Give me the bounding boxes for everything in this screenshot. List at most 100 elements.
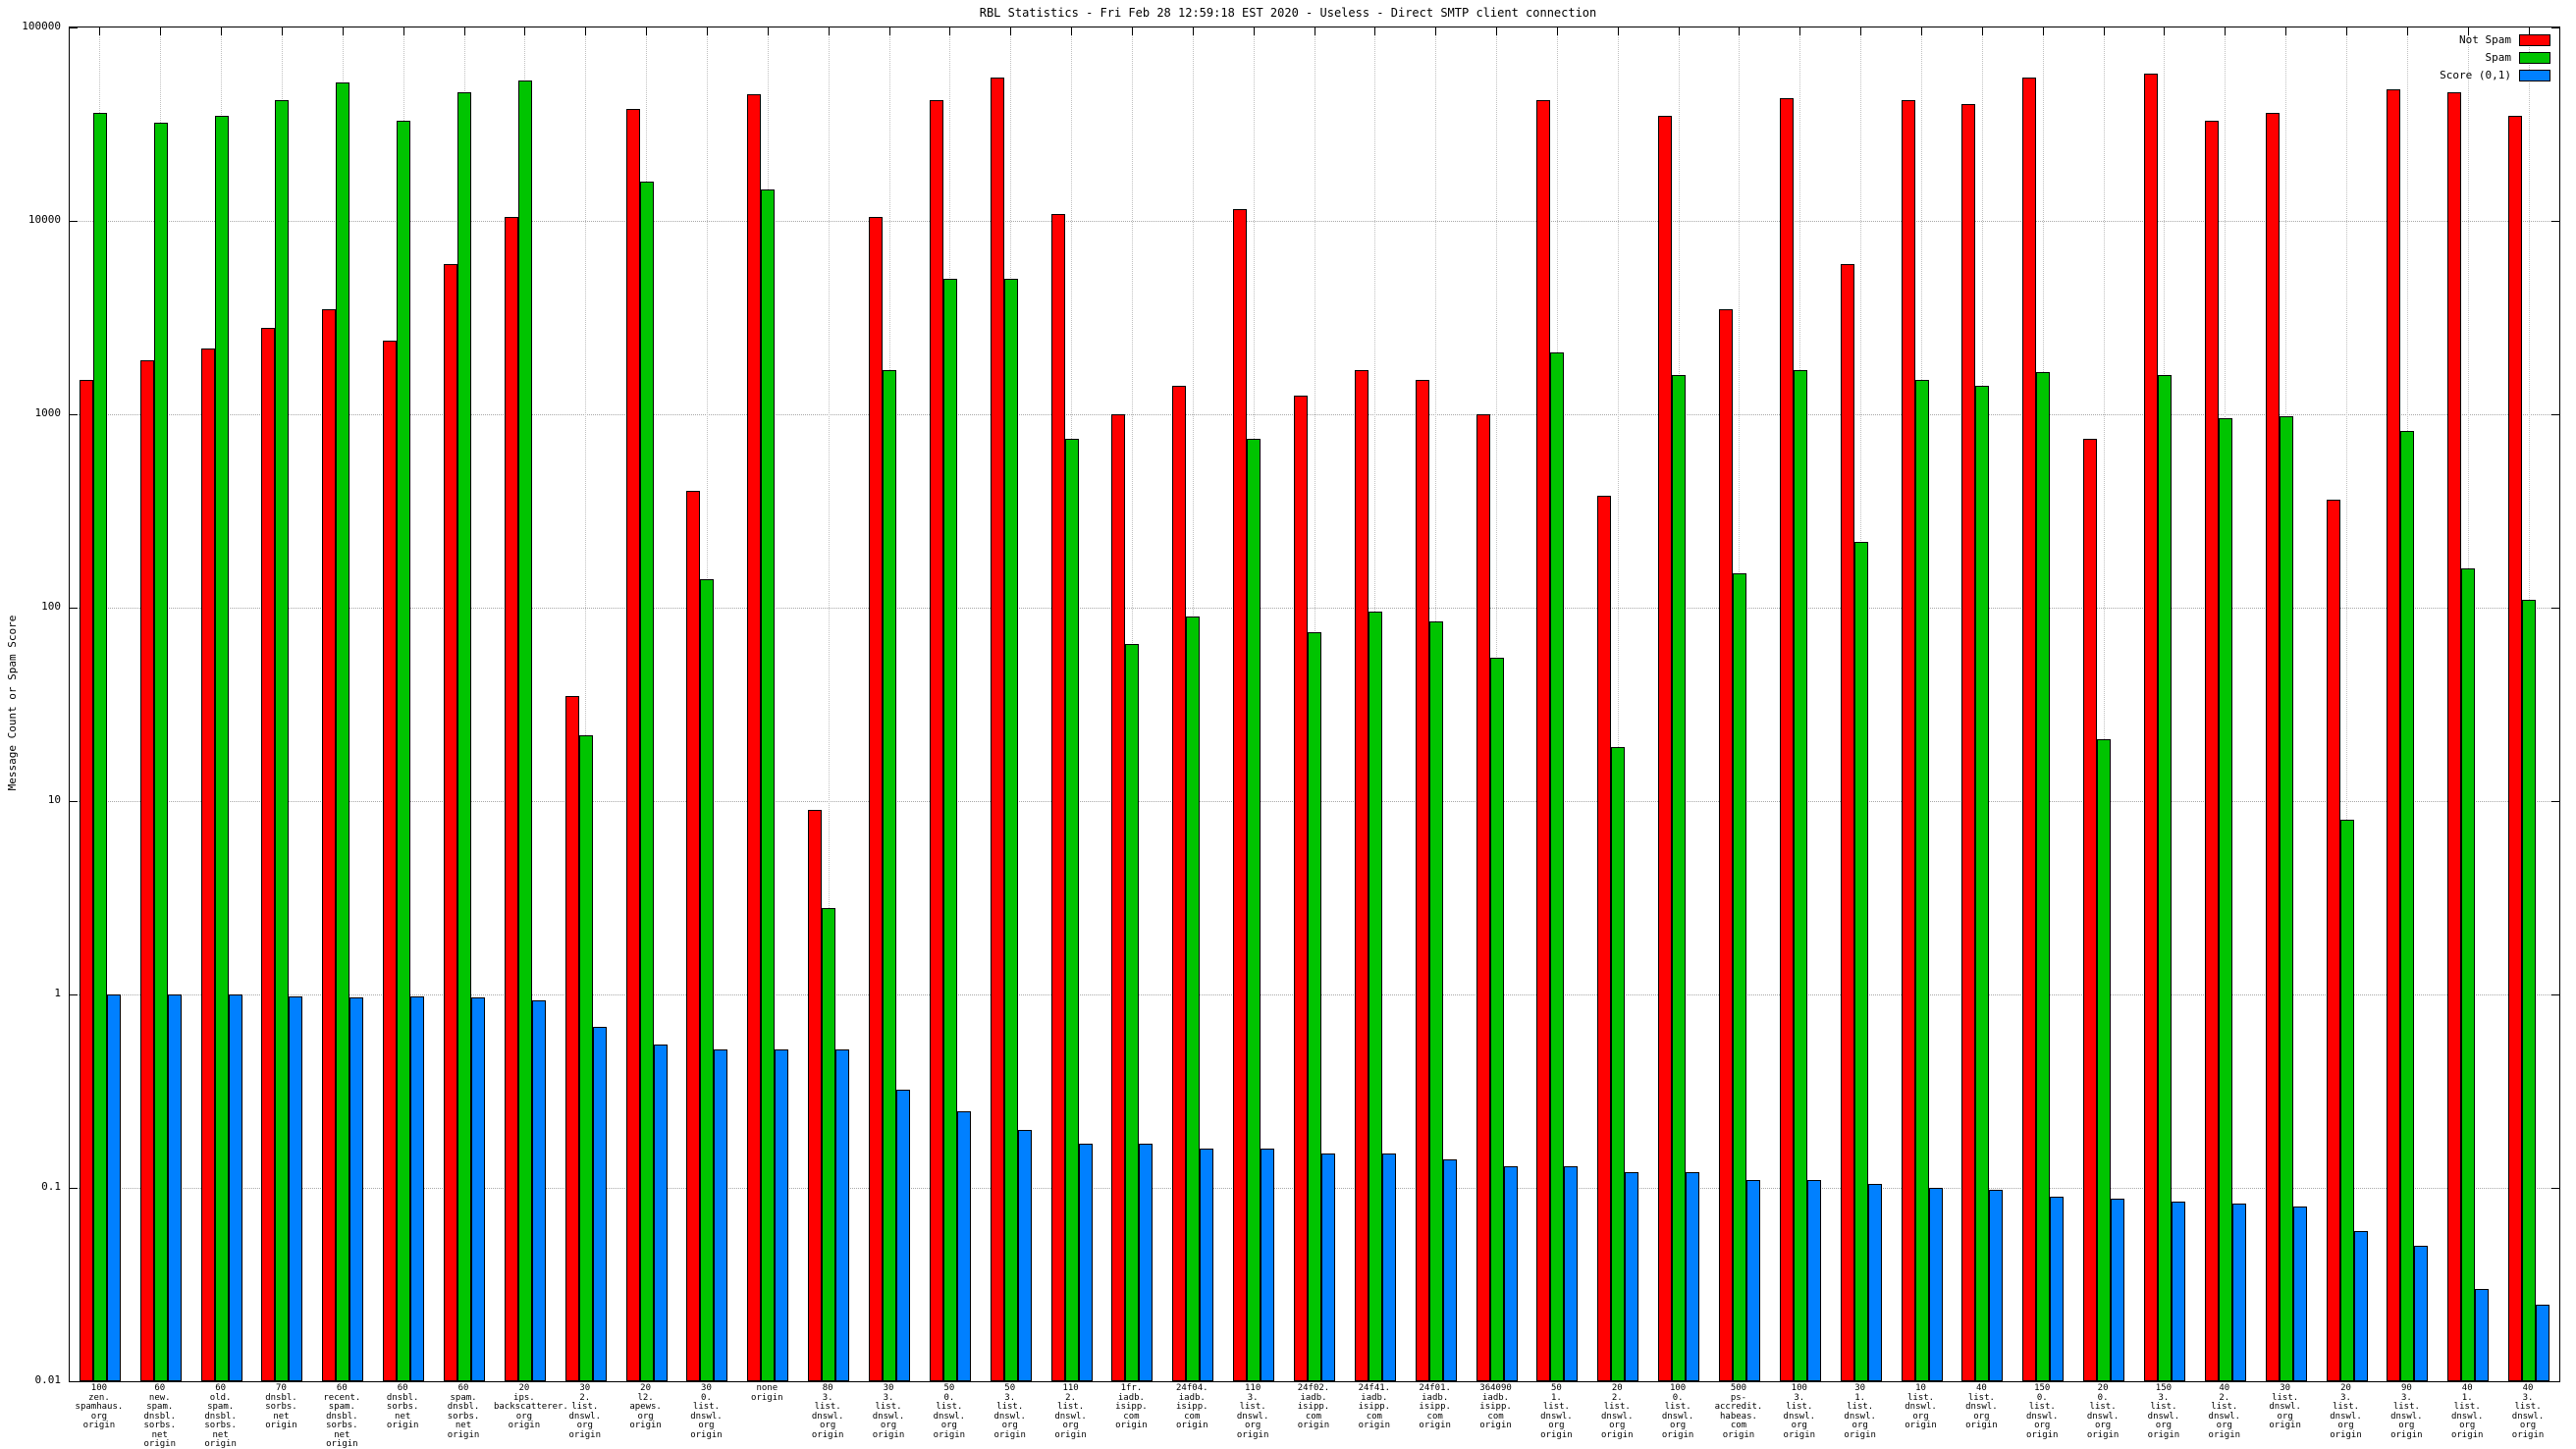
x-tick-mark xyxy=(524,27,526,35)
x-tick-mark xyxy=(1435,27,1437,35)
plot-area xyxy=(69,27,2560,1382)
x-tick-label: 20 l2. apews. org origin xyxy=(629,1383,662,1430)
bar-spam xyxy=(1308,632,1321,1381)
y-tick-mark xyxy=(2551,27,2559,28)
bar-spam xyxy=(2522,600,2536,1381)
legend-entry: Score (0,1) xyxy=(2440,69,2550,81)
bar-spam xyxy=(1004,279,1018,1381)
bar-score xyxy=(2172,1202,2185,1381)
bar-spam xyxy=(1186,617,1200,1381)
x-tick-label: 60 recent. spam. dnsbl. sorbs. net origi… xyxy=(323,1383,361,1449)
bar-not-spam xyxy=(686,491,700,1381)
x-tick-label: 20 2. list. dnswl. org origin xyxy=(1600,1383,1634,1440)
x-tick-label: 70 dnsbl. sorbs. net origin xyxy=(265,1383,297,1430)
x-tick-label: 20 ips. backscatterer. org origin xyxy=(493,1383,568,1430)
y-tick-mark xyxy=(70,413,78,415)
bar-not-spam xyxy=(322,309,336,1381)
bar-score xyxy=(2475,1289,2489,1381)
bar-not-spam xyxy=(2022,78,2036,1381)
bar-not-spam xyxy=(1355,370,1368,1381)
bar-spam xyxy=(2280,416,2293,1381)
bar-score xyxy=(349,997,363,1381)
legend-label-spam: Spam xyxy=(2485,51,2512,64)
x-tick-mark xyxy=(1617,27,1619,35)
bar-not-spam xyxy=(1961,104,1975,1381)
bar-score xyxy=(1625,1172,1638,1381)
bar-not-spam xyxy=(930,100,943,1381)
bar-not-spam xyxy=(2327,500,2340,1381)
y-tick-label: 100 xyxy=(41,600,61,613)
bar-score xyxy=(775,1049,788,1381)
y-tick-mark xyxy=(2551,220,2559,222)
bar-spam xyxy=(640,182,654,1381)
x-tick-label: 100 0. list. dnswl. org origin xyxy=(1661,1383,1694,1440)
bar-spam xyxy=(1672,375,1686,1381)
y-tick-mark xyxy=(70,1187,78,1189)
bar-score xyxy=(2536,1305,2549,1381)
bar-spam xyxy=(1611,747,1625,1381)
y-tick-label: 10 xyxy=(47,793,61,806)
bar-spam xyxy=(1490,658,1504,1381)
x-tick-label: 60 dnsbl. sorbs. net origin xyxy=(386,1383,419,1430)
bar-spam xyxy=(1854,542,1868,1381)
x-tick-mark xyxy=(1192,27,1194,35)
bar-score xyxy=(1807,1180,1821,1381)
bar-not-spam xyxy=(565,696,579,1381)
x-tick-label: 24f04. iadb. isipp. com origin xyxy=(1176,1383,1208,1430)
x-tick-mark xyxy=(1374,27,1376,35)
bar-score xyxy=(471,997,485,1381)
x-tick-label: 40 1. list. dnswl. org origin xyxy=(2450,1383,2484,1440)
bar-not-spam xyxy=(869,217,883,1381)
x-tick-mark xyxy=(767,27,769,35)
legend-swatch-not-spam xyxy=(2519,33,2550,46)
x-tick-mark xyxy=(949,27,951,35)
bar-score xyxy=(1504,1166,1518,1381)
x-tick-label: 80 3. list. dnswl. org origin xyxy=(811,1383,844,1440)
legend-label-score: Score (0,1) xyxy=(2440,69,2511,81)
bar-score xyxy=(1746,1180,1760,1381)
bar-not-spam xyxy=(1111,414,1125,1381)
y-tick-label: 1 xyxy=(54,987,61,999)
bar-spam xyxy=(1550,352,1564,1381)
x-tick-mark xyxy=(888,27,890,35)
bar-not-spam xyxy=(1294,396,1308,1381)
y-tick-label: 0.1 xyxy=(41,1180,61,1193)
bar-not-spam xyxy=(1536,100,1550,1381)
x-tick-mark xyxy=(646,27,648,35)
bar-not-spam xyxy=(1597,496,1611,1381)
x-tick-label: 24f41. iadb. isipp. com origin xyxy=(1358,1383,1391,1430)
x-tick-mark xyxy=(1981,27,1983,35)
x-tick-label: 100 zen. spamhaus. org origin xyxy=(75,1383,124,1430)
bar-spam xyxy=(579,735,593,1381)
x-tick-mark xyxy=(2467,27,2469,35)
bar-spam xyxy=(2340,820,2354,1381)
bar-spam xyxy=(700,579,714,1381)
bar-not-spam xyxy=(1233,209,1247,1381)
x-tick-label: 110 3. list. dnswl. org origin xyxy=(1236,1383,1269,1440)
bar-not-spam xyxy=(1780,98,1794,1381)
x-tick-label: 60 new. spam. dnsbl. sorbs. net origin xyxy=(143,1383,177,1449)
bar-spam xyxy=(1368,612,1382,1381)
bar-score xyxy=(896,1090,910,1381)
x-gridline xyxy=(2103,27,2105,1381)
bar-score xyxy=(1929,1188,1943,1381)
x-tick-label: 40 list. dnswl. org origin xyxy=(1965,1383,1998,1430)
bar-not-spam xyxy=(2447,92,2461,1381)
bar-spam xyxy=(397,121,410,1381)
x-tick-mark xyxy=(1071,27,1073,35)
x-tick-mark xyxy=(221,27,223,35)
bar-spam xyxy=(518,80,532,1381)
bar-score xyxy=(1321,1154,1335,1381)
bar-spam xyxy=(2400,431,2414,1381)
bar-not-spam xyxy=(1719,309,1733,1381)
bar-score xyxy=(229,994,242,1381)
legend-entry: Spam xyxy=(2485,51,2550,64)
x-tick-mark xyxy=(2164,27,2166,35)
bar-not-spam xyxy=(1902,100,1915,1381)
x-tick-label: 20 0. list. dnswl. org origin xyxy=(2086,1383,2120,1440)
x-tick-label: 30 list. dnswl. org origin xyxy=(2269,1383,2301,1430)
y-tick-mark xyxy=(2551,993,2559,995)
x-tick-label: 50 3. list. dnswl. org origin xyxy=(993,1383,1026,1440)
y-tick-mark xyxy=(70,27,78,28)
